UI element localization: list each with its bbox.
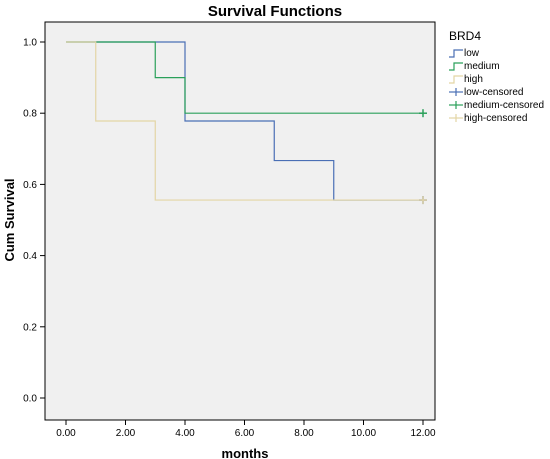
x-tick-label: 0.00 xyxy=(56,428,76,439)
legend-item-low: low xyxy=(449,48,480,59)
y-tick-label: 0.2 xyxy=(23,322,37,333)
legend-label: high-censored xyxy=(464,113,527,124)
x-tick-label: 2.00 xyxy=(116,428,136,439)
x-axis: 0.00 2.00 4.00 6.00 8.00 10.00 12.00 xyxy=(56,420,436,439)
x-axis-label: months xyxy=(222,446,269,459)
legend-item-high-censored: high-censored xyxy=(449,113,527,124)
legend-item-high: high xyxy=(449,74,483,85)
medium-censored-mark xyxy=(419,109,427,118)
y-tick-label: 1.0 xyxy=(23,38,37,49)
legend-label: low-censored xyxy=(464,87,523,98)
legend-item-medium: medium xyxy=(449,61,500,72)
x-tick-label: 12.00 xyxy=(410,428,435,439)
chart-title: Survival Functions xyxy=(208,3,342,20)
series-lines xyxy=(66,41,423,201)
legend-swatch xyxy=(449,62,463,71)
high-censored-mark xyxy=(419,196,427,205)
legend-title: BRD4 xyxy=(449,29,481,43)
legend-label: medium-censored xyxy=(464,100,544,111)
y-tick-label: 0.4 xyxy=(23,251,37,262)
legend-label: medium xyxy=(464,61,500,72)
y-tick-label: 0.0 xyxy=(23,394,37,405)
x-tick-label: 4.00 xyxy=(175,428,195,439)
legend-item-low-censored: low-censored xyxy=(449,87,523,98)
series-line-medium xyxy=(66,41,423,114)
y-tick-label: 0.8 xyxy=(23,109,37,120)
y-axis-label: Cum Survival xyxy=(2,178,17,261)
y-axis: 0.0 0.2 0.4 0.6 0.8 1.0 xyxy=(23,38,45,405)
legend-label: high xyxy=(464,74,483,85)
legend: low medium high low-censored medium-censored… xyxy=(449,48,544,124)
y-tick-label: 0.6 xyxy=(23,180,37,191)
series-line-high xyxy=(66,41,423,201)
x-tick-label: 10.00 xyxy=(351,428,376,439)
legend-swatch xyxy=(449,75,463,84)
legend-swatch xyxy=(449,49,463,58)
plot-area xyxy=(44,21,436,421)
legend-item-medium-censored: medium-censored xyxy=(449,100,544,111)
x-tick-label: 6.00 xyxy=(235,428,255,439)
x-tick-label: 8.00 xyxy=(294,428,314,439)
censor-marks xyxy=(419,109,427,205)
legend-label: low xyxy=(464,48,480,59)
series-line-low xyxy=(66,41,423,201)
